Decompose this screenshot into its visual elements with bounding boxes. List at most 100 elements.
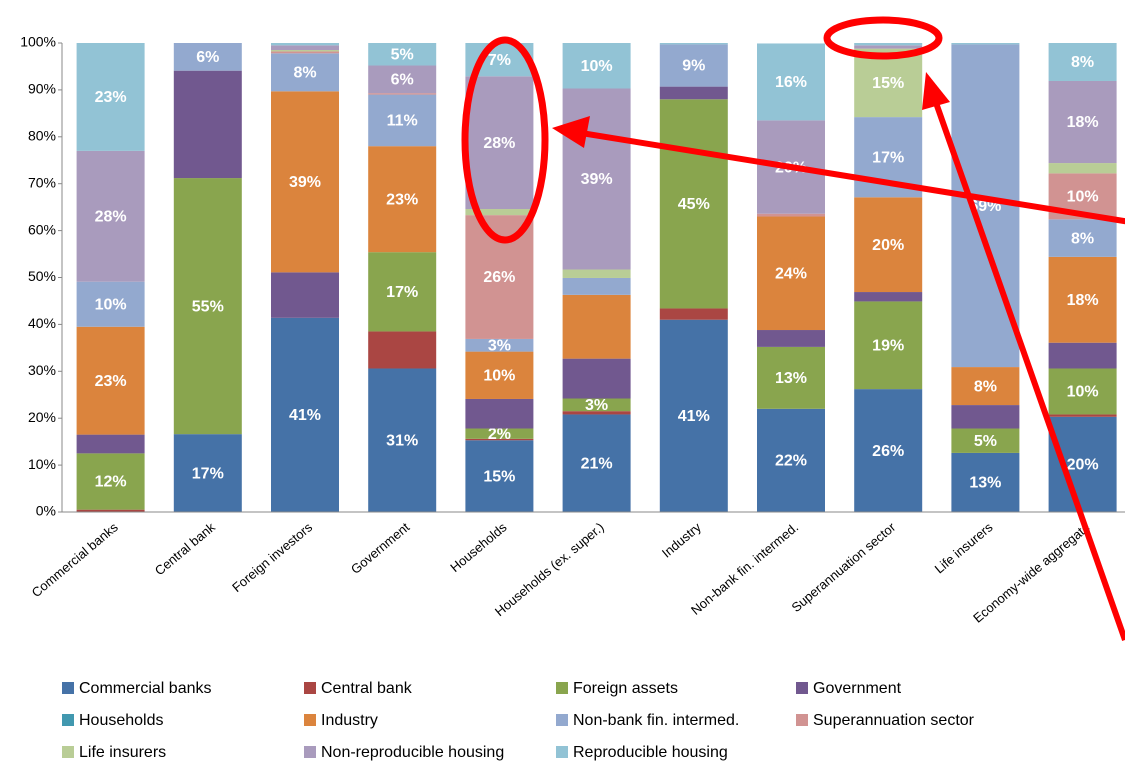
plot-area: 0% 10% 20% 30% 40% 50% 60% 70% 80% 90% 100% 12% 23% 1…: [20, 34, 1125, 761]
data-label: 10%: [1067, 189, 1099, 206]
legend-label: Commercial banks: [79, 680, 211, 697]
bar-segment: [951, 428, 1020, 453]
bar-segment: [757, 408, 825, 512]
data-label: 28%: [483, 135, 515, 152]
bar-segment: [854, 197, 923, 293]
data-label: 10%: [95, 296, 127, 313]
bar-segment: [854, 43, 923, 46]
data-label: 39%: [289, 174, 321, 191]
data-label: 24%: [775, 265, 807, 282]
data-label: 41%: [289, 407, 321, 424]
bar-segment: [368, 93, 437, 95]
bar-segment: [659, 44, 728, 87]
y-tick-label: 80%: [28, 128, 56, 144]
data-label: 10%: [1067, 384, 1099, 401]
arrow: [932, 99, 1125, 641]
bar-segment: [562, 358, 631, 399]
data-label: 7%: [488, 52, 511, 69]
bar-segment: [854, 292, 923, 302]
data-label: 31%: [386, 432, 418, 449]
bar-segment: [951, 452, 1020, 512]
legend-swatch: [556, 746, 568, 758]
data-label: 17%: [872, 149, 904, 166]
data-label: 8%: [1071, 230, 1094, 247]
legend-swatch: [304, 746, 316, 758]
bar-segment: [1048, 342, 1117, 369]
bar-segment: [1048, 219, 1117, 257]
data-label: 3%: [488, 337, 511, 354]
x-tick-label: Commercial banks: [29, 519, 121, 600]
data-label: 8%: [293, 65, 316, 82]
bar-segment: [173, 434, 242, 512]
data-label: 10%: [581, 58, 613, 75]
arrow: [574, 129, 1125, 225]
bar-segment: [951, 43, 1020, 45]
bar-segment: [368, 331, 437, 369]
data-label: 5%: [974, 433, 997, 450]
legend-swatch: [556, 682, 568, 694]
data-label: 26%: [483, 269, 515, 286]
bar-segment: [951, 367, 1020, 406]
legend-label: Superannuation sector: [813, 712, 975, 729]
bar-segment: [76, 434, 145, 454]
x-tick-label: Government: [348, 519, 413, 577]
bar-segment: [368, 43, 437, 66]
data-label: 22%: [775, 453, 807, 470]
bar-segment: [659, 319, 728, 512]
bar-segment: [951, 405, 1020, 429]
data-label: 12%: [95, 474, 127, 491]
legend-swatch: [796, 682, 808, 694]
bar-segment: [854, 45, 923, 49]
data-label: 45%: [678, 196, 710, 213]
y-tick-label: 0%: [36, 503, 56, 519]
legend-swatch: [796, 714, 808, 726]
legend-label: Non-bank fin. intermed.: [573, 712, 739, 729]
data-label: 17%: [386, 284, 418, 301]
bar-segment: [271, 272, 339, 318]
x-tick-label: Central bank: [152, 519, 218, 578]
legend-label: Foreign assets: [573, 680, 678, 697]
y-tick-label: 30%: [28, 362, 56, 378]
bar-segment: [562, 43, 631, 89]
bar-segment: [271, 50, 339, 52]
y-tick-label: 90%: [28, 81, 56, 97]
data-label: 15%: [872, 75, 904, 92]
data-label: 6%: [196, 49, 219, 66]
bar-segment: [757, 216, 825, 331]
bar-segment: [465, 438, 534, 441]
bar-segment: [1048, 163, 1117, 174]
bar-segment: [271, 91, 339, 273]
bar-segment: [271, 51, 339, 54]
annotations: [461, 16, 1125, 641]
data-label: 18%: [1067, 114, 1099, 131]
legend-label: Reproducible housing: [573, 744, 728, 761]
bar-segment: [1048, 368, 1117, 415]
bar-segment: [465, 351, 534, 399]
data-label: 18%: [1067, 292, 1099, 309]
legend-swatch: [62, 682, 74, 694]
bar-segment: [368, 368, 437, 512]
bar-segment: [271, 53, 339, 92]
y-tick-label: 20%: [28, 409, 56, 425]
bar-segment: [465, 338, 534, 352]
arrowhead: [922, 72, 950, 110]
data-label: 3%: [585, 397, 608, 414]
x-tick-label: Industry: [659, 519, 704, 561]
data-label: 16%: [775, 74, 807, 91]
bar-segment: [1048, 43, 1117, 81]
bar-segment: [465, 209, 534, 216]
bar-segment: [757, 346, 825, 409]
bar-segment: [368, 252, 437, 332]
data-label: 13%: [969, 475, 1001, 492]
bar-segment: [659, 43, 728, 45]
legend-label: Non-reproducible housing: [321, 744, 504, 761]
data-label: 39%: [581, 171, 613, 188]
bar-segment: [465, 428, 534, 439]
bar-segment: [465, 76, 534, 210]
bar-segment: [562, 398, 631, 412]
bar-segment: [76, 43, 145, 151]
bar-segment: [368, 94, 437, 147]
bar-segment: [76, 281, 145, 327]
bar-segment: [854, 48, 923, 118]
bar-segment: [562, 269, 631, 278]
